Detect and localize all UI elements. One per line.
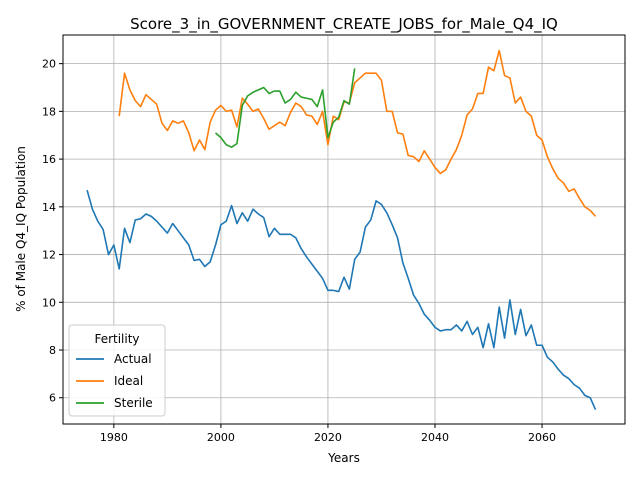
y-tick-label: 8	[49, 344, 56, 357]
chart-title: Score_3_in_GOVERNMENT_CREATE_JOBS_for_Ma…	[130, 15, 558, 34]
y-tick-label: 16	[42, 153, 56, 166]
legend: Fertility Actual Ideal Sterile	[68, 324, 166, 417]
legend-box	[68, 324, 166, 417]
y-tick-label: 12	[42, 249, 56, 262]
legend-label-actual: Actual	[114, 352, 152, 366]
series-line-sterile	[215, 68, 356, 148]
x-axis-label: Years	[327, 451, 360, 465]
y-tick-label: 6	[49, 392, 56, 405]
series-lines	[86, 49, 597, 411]
legend-label-sterile: Sterile	[114, 396, 153, 410]
x-tick-label: 2020	[314, 431, 342, 444]
legend-title: Fertility	[94, 332, 139, 346]
x-tick-label: 2000	[207, 431, 235, 444]
series-line-ideal	[118, 49, 597, 217]
grid	[63, 35, 625, 424]
x-tick-label: 2040	[421, 431, 449, 444]
x-tick-label: 1980	[100, 431, 128, 444]
legend-items: Actual Ideal Sterile	[76, 352, 153, 410]
x-tick-label: 2060	[528, 431, 556, 444]
y-tick-label: 20	[42, 58, 56, 71]
y-tick-label: 18	[42, 105, 56, 118]
series-line-actual	[86, 189, 597, 411]
axis-ticks: 1980 2000 2020 2040 2060 6 8 10 12 14 16 18 20	[42, 58, 556, 444]
y-axis-label: % of Male Q4_IQ Population	[14, 146, 28, 312]
y-tick-label: 10	[42, 296, 56, 309]
legend-label-ideal: Ideal	[114, 374, 143, 388]
plot-frame	[62, 34, 626, 425]
y-tick-label: 14	[42, 201, 56, 214]
